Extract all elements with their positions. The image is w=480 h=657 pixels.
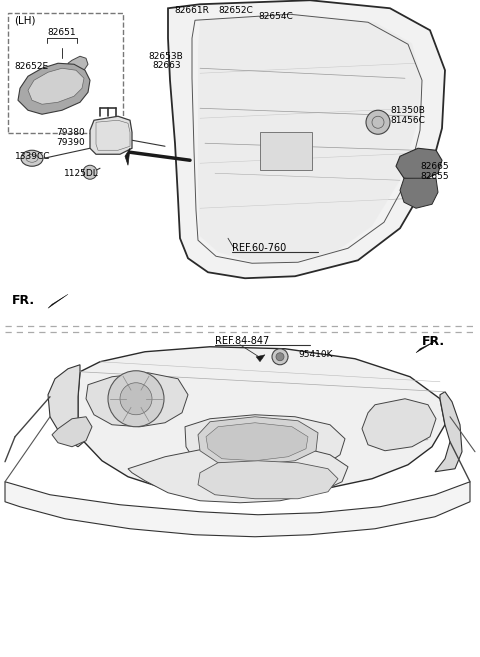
FancyBboxPatch shape <box>260 132 312 170</box>
Text: 82665: 82665 <box>420 162 449 171</box>
Polygon shape <box>218 16 252 32</box>
Text: 1125DL: 1125DL <box>64 169 99 178</box>
Polygon shape <box>52 417 92 447</box>
Polygon shape <box>435 392 462 472</box>
Polygon shape <box>186 44 216 61</box>
Polygon shape <box>214 12 256 34</box>
Text: REF.60-760: REF.60-760 <box>232 243 286 253</box>
Text: 82652E: 82652E <box>14 62 48 71</box>
Polygon shape <box>198 14 422 262</box>
Text: 82651: 82651 <box>48 28 76 37</box>
Polygon shape <box>180 14 208 32</box>
Polygon shape <box>206 422 308 461</box>
Text: 81350B: 81350B <box>390 106 425 115</box>
Text: FR.: FR. <box>12 294 35 307</box>
Polygon shape <box>86 373 188 427</box>
Polygon shape <box>48 365 84 447</box>
Polygon shape <box>198 461 338 499</box>
Text: 82652C: 82652C <box>218 6 253 14</box>
Polygon shape <box>28 68 84 104</box>
Polygon shape <box>198 417 318 464</box>
Circle shape <box>276 353 284 361</box>
Polygon shape <box>396 148 442 180</box>
Ellipse shape <box>21 150 43 166</box>
Polygon shape <box>185 415 345 475</box>
Polygon shape <box>416 341 436 353</box>
Polygon shape <box>256 355 265 362</box>
Circle shape <box>83 166 97 179</box>
Text: (LH): (LH) <box>14 15 36 25</box>
Text: FR.: FR. <box>422 335 445 348</box>
Text: 82654C: 82654C <box>258 12 293 21</box>
Text: 82661R: 82661R <box>174 6 209 14</box>
Polygon shape <box>400 178 438 208</box>
Polygon shape <box>125 148 130 166</box>
Polygon shape <box>90 116 132 154</box>
Polygon shape <box>5 482 470 537</box>
Polygon shape <box>128 445 348 503</box>
Polygon shape <box>48 294 68 308</box>
Polygon shape <box>68 57 88 72</box>
Circle shape <box>120 383 152 415</box>
Text: 82655: 82655 <box>420 171 449 181</box>
Text: 82663: 82663 <box>152 60 180 70</box>
Text: 82653B: 82653B <box>148 52 183 60</box>
Text: 79390: 79390 <box>56 138 85 147</box>
Text: 81456C: 81456C <box>390 116 425 125</box>
Text: 1339CC: 1339CC <box>15 152 50 161</box>
Polygon shape <box>362 399 436 451</box>
Circle shape <box>366 110 390 134</box>
Circle shape <box>272 349 288 365</box>
Text: REF.84-847: REF.84-847 <box>215 336 269 346</box>
Text: 79380: 79380 <box>56 127 85 137</box>
Polygon shape <box>168 0 445 279</box>
Circle shape <box>108 371 164 427</box>
Polygon shape <box>18 63 90 114</box>
Polygon shape <box>78 347 445 495</box>
Text: 95410K: 95410K <box>298 350 333 359</box>
